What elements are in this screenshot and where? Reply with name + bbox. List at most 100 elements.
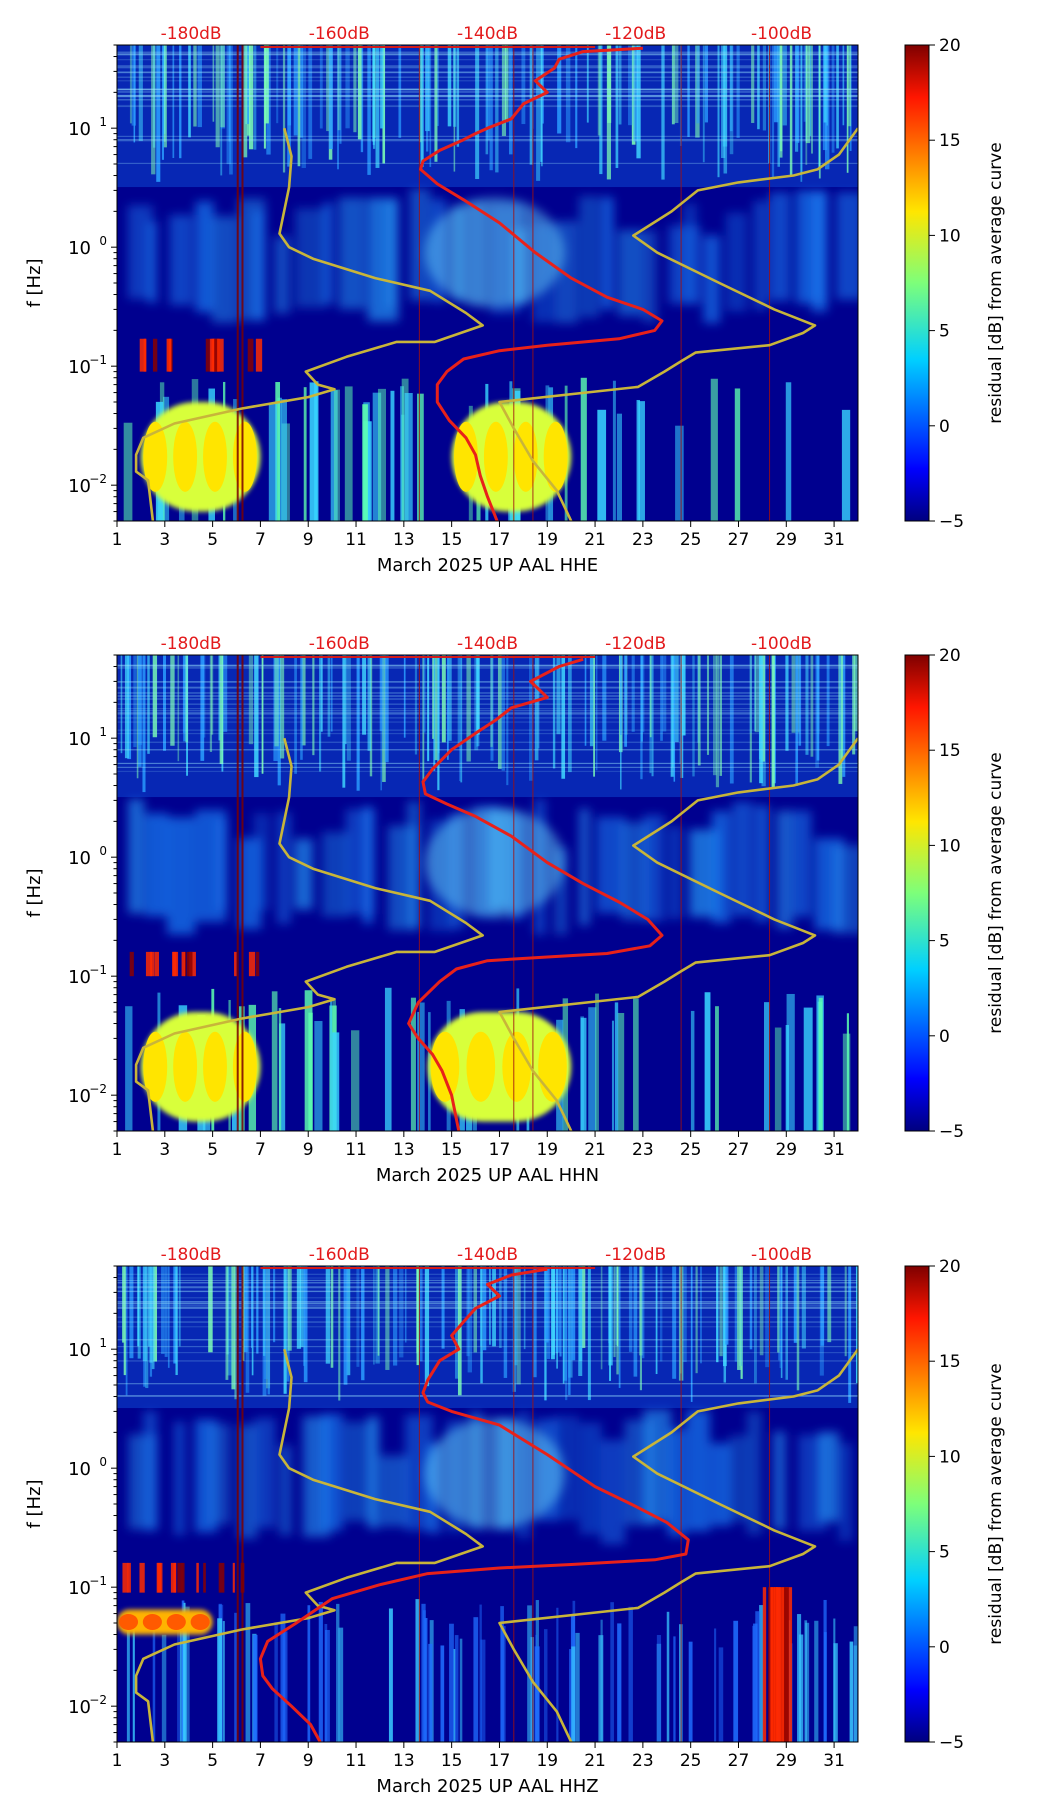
hf-stripe [661, 45, 665, 180]
hf-stripe [170, 655, 175, 746]
colorbar-tick-label: −5 [939, 1122, 964, 1142]
hf-stripe [277, 655, 281, 786]
x-tick-label: 9 [303, 530, 314, 550]
lf-streak [666, 1611, 670, 1742]
db-label: -140dB [457, 24, 518, 44]
hf-stripe [456, 45, 460, 147]
x-tick-label: 3 [159, 1751, 170, 1771]
residual-streak [186, 951, 190, 977]
lf-streak [846, 1013, 849, 1131]
hf-stripe [729, 45, 733, 132]
hf-stripe [330, 1266, 334, 1368]
hf-line [117, 51, 858, 53]
lf-streak [222, 1621, 225, 1742]
hf-stripe [490, 655, 494, 761]
hf-stripe [375, 45, 380, 168]
db-label: -180dB [161, 24, 222, 44]
lf-streak [734, 388, 741, 521]
glow-patch [682, 203, 697, 305]
lf-streak [152, 1612, 156, 1742]
hf-line [117, 95, 858, 98]
lf-streak [454, 1635, 459, 1742]
lf-streak [278, 1008, 282, 1131]
lf-streak [422, 1610, 426, 1742]
hf-stripe [533, 1266, 537, 1378]
hf-stripe [338, 1266, 341, 1401]
y-tick-label: 10 [68, 1578, 91, 1599]
hf-stripe [809, 45, 812, 136]
hf-stripe [528, 655, 533, 781]
lf-streak [183, 1602, 186, 1742]
hf-stripe [759, 655, 763, 784]
glow-patch [215, 819, 228, 911]
hf-stripe [777, 1266, 780, 1353]
hf-stripe [264, 45, 269, 124]
hf-stripe [243, 45, 248, 158]
hf-stripe [719, 655, 723, 776]
hf-stripe [692, 655, 695, 777]
lf-streak [675, 425, 684, 521]
x-tick-label: 29 [775, 1751, 797, 1771]
hf-stripe [312, 655, 315, 756]
hf-line [117, 65, 858, 67]
hf-stripe [816, 655, 820, 761]
glow-patch [643, 814, 665, 922]
colorbar-label: residual [dB] from average curve [986, 142, 1006, 423]
residual-streak [762, 1587, 767, 1742]
glow-patch [769, 192, 791, 301]
hf-stripe [779, 45, 783, 158]
hf-line [117, 1290, 858, 1293]
x-tick-label: 13 [393, 1751, 415, 1771]
y-tick-exponent: 0 [99, 844, 107, 858]
hf-stripe [722, 45, 728, 147]
lf-streak [715, 1006, 719, 1131]
hf-stripe [209, 655, 213, 752]
hf-stripe [796, 655, 798, 761]
db-label: -140dB [457, 1245, 518, 1265]
hf-stripe [256, 1266, 259, 1354]
hf-stripe [172, 45, 175, 159]
hf-line [117, 708, 858, 710]
high-frequency-band [117, 45, 858, 188]
hf-stripe [142, 655, 146, 793]
hf-line [117, 1282, 858, 1284]
residual-band-core [118, 1613, 139, 1631]
hf-stripe [795, 655, 799, 786]
hf-stripe [282, 45, 286, 173]
y-axis-label: f [Hz] [24, 258, 45, 307]
hf-line [117, 703, 858, 705]
hf-stripe [778, 1266, 782, 1361]
hf-stripe [753, 1266, 757, 1384]
residual-streak [770, 1587, 776, 1742]
hf-stripe [565, 45, 571, 143]
residual-band-core [483, 421, 508, 492]
hf-stripe [457, 655, 460, 748]
hf-stripe [175, 1266, 178, 1376]
lf-streak [307, 1605, 311, 1742]
hf-stripe [248, 45, 254, 150]
hf-stripe [356, 655, 360, 791]
glow-patch [195, 201, 214, 313]
hf-stripe [457, 1266, 462, 1396]
hf-stripe [489, 1266, 491, 1345]
residual-streak [166, 338, 172, 372]
lf-streak [803, 1007, 813, 1131]
hf-line [117, 664, 858, 666]
x-tick-label: 11 [345, 530, 367, 550]
residual-streak [234, 951, 237, 977]
hf-stripe [476, 655, 480, 735]
lf-streak [324, 1623, 328, 1742]
db-label: -180dB [161, 634, 222, 654]
x-tick-label: 19 [536, 530, 558, 550]
hf-stripe [136, 655, 139, 779]
glow-patch [754, 805, 770, 922]
db-label: -120dB [605, 634, 666, 654]
hf-stripe [337, 45, 339, 170]
residual-blob [424, 1418, 565, 1529]
residual-streak [139, 1562, 145, 1593]
colorbar-tick-label: 0 [939, 1027, 950, 1047]
hf-stripe [820, 1266, 825, 1346]
hf-line [117, 1351, 858, 1354]
hf-line [117, 95, 858, 97]
